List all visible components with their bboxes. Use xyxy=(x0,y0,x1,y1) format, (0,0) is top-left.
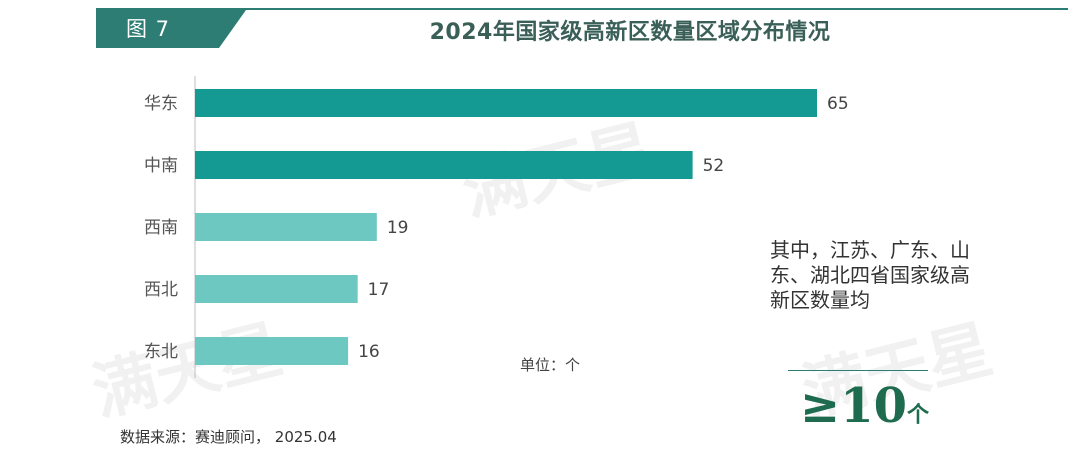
category-label: 西南 xyxy=(144,218,178,238)
bars-group: 华东 65 中南 52 西南 19 西北 17 东北 16 xyxy=(144,89,849,365)
chart-title: 2024年国家级高新区数量区域分布情况 xyxy=(429,20,831,45)
value-label: 19 xyxy=(387,218,409,238)
big-stat-unit: 个 xyxy=(907,402,930,428)
big-stat: ≥10个 xyxy=(800,378,929,434)
category-label: 西北 xyxy=(144,280,178,300)
note-text: 其中，江苏、广东、山东、湖北四省国家级高新区数量均 xyxy=(770,238,970,312)
value-label: 65 xyxy=(827,94,849,114)
bar-西北 xyxy=(195,275,358,303)
big-stat-number: ≥10 xyxy=(800,378,908,434)
bar-中南 xyxy=(195,151,693,179)
note-divider xyxy=(788,370,928,371)
bar-西南 xyxy=(195,213,377,241)
bar-华东 xyxy=(195,89,817,117)
value-label: 17 xyxy=(368,280,390,300)
source-note: 数据来源：赛迪顾问， 2025.04 xyxy=(120,428,337,446)
category-label: 华东 xyxy=(144,94,178,114)
header-rule xyxy=(96,8,1068,10)
bar-东北 xyxy=(195,337,349,365)
unit-label: 单位：个 xyxy=(520,356,581,374)
value-label: 52 xyxy=(703,156,725,176)
value-label: 16 xyxy=(358,342,380,362)
category-label: 中南 xyxy=(144,156,178,176)
figure-tag: 图 7 xyxy=(96,10,246,48)
category-label: 东北 xyxy=(144,342,178,362)
